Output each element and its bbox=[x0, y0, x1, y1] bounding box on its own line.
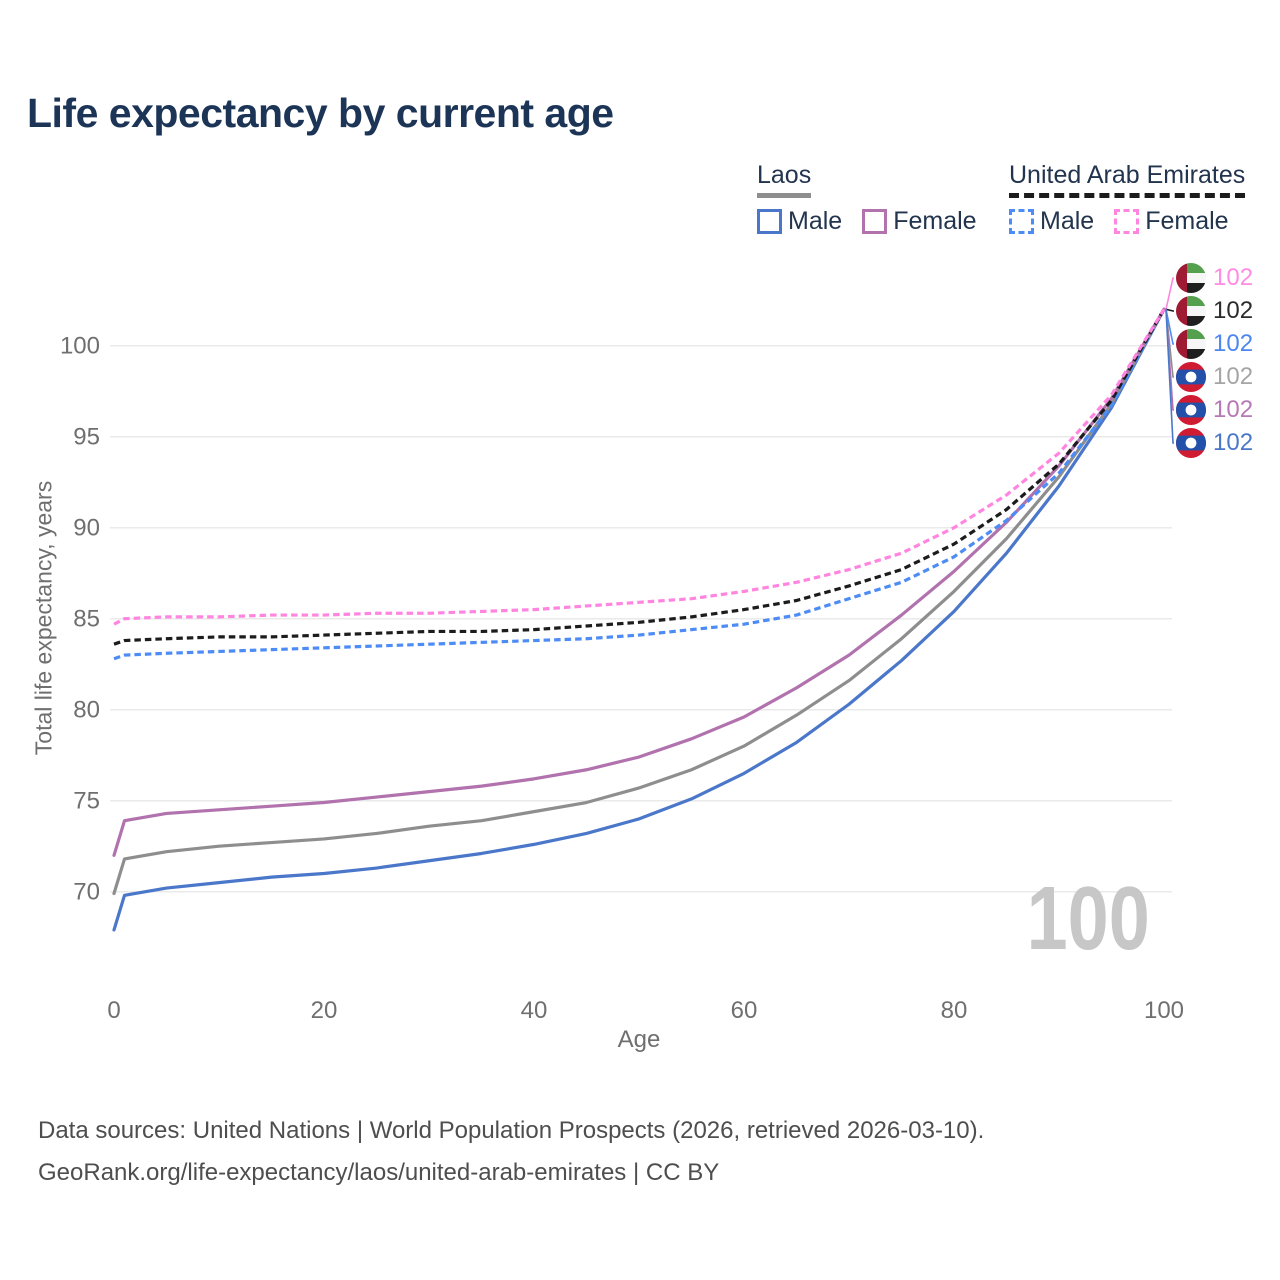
legend-items-laos: Male Female bbox=[757, 207, 977, 236]
end-label-row-uae-both: 102 bbox=[1176, 296, 1253, 326]
legend-group-title-laos[interactable]: Laos bbox=[757, 161, 812, 198]
legend-item-label: Female bbox=[893, 206, 977, 235]
x-tick-label: 60 bbox=[731, 997, 758, 1024]
laos-female-swatch-icon bbox=[862, 208, 888, 234]
series-laos-female-line[interactable] bbox=[112, 307, 1166, 857]
series-uae-male-line[interactable] bbox=[113, 308, 1166, 661]
flag-uae-icon bbox=[1176, 296, 1206, 326]
end-label-row-uae-female: 102 bbox=[1176, 263, 1253, 293]
legend-items-uae: Male Female bbox=[1009, 207, 1245, 236]
end-label-row-laos-female: 102 bbox=[1176, 395, 1253, 425]
x-tick-label: 100 bbox=[1144, 997, 1184, 1024]
flag-laos-icon bbox=[1176, 362, 1206, 392]
legend-item-laos-female[interactable]: Female bbox=[862, 206, 977, 236]
end-label-connector-uae-male bbox=[1165, 309, 1174, 345]
end-label-row-laos-both: 102 bbox=[1176, 362, 1253, 392]
hover-age-watermark: 100 bbox=[1026, 869, 1150, 969]
y-tick-label: 70 bbox=[73, 879, 100, 906]
end-label-value: 102 bbox=[1213, 363, 1254, 390]
end-label-value: 102 bbox=[1213, 396, 1254, 423]
x-tick-label: 20 bbox=[311, 997, 338, 1024]
legend-item-label: Male bbox=[1040, 206, 1095, 235]
flag-laos-icon bbox=[1176, 395, 1206, 425]
flag-uae-icon bbox=[1176, 263, 1206, 293]
y-tick-label: 90 bbox=[73, 515, 100, 542]
legend-item-uae-female[interactable]: Female bbox=[1114, 206, 1229, 236]
legend-group-uae: United Arab Emirates Male Female bbox=[1009, 161, 1246, 236]
y-tick-label: 85 bbox=[73, 606, 100, 633]
x-tick-label: 80 bbox=[941, 997, 968, 1024]
uae-male-swatch-icon bbox=[1009, 208, 1034, 234]
end-label-value: 102 bbox=[1213, 429, 1254, 456]
end-label-value: 102 bbox=[1213, 264, 1254, 291]
y-axis-title: Total life expectancy, years bbox=[30, 480, 57, 756]
x-axis-title: Age bbox=[617, 1026, 661, 1053]
footer-attribution: GeoRank.org/life-expectancy/laos/united-… bbox=[38, 1159, 720, 1186]
x-tick-label: 40 bbox=[521, 997, 548, 1024]
flag-laos-icon bbox=[1176, 428, 1206, 458]
end-label-connector-uae-female bbox=[1165, 277, 1174, 310]
series-laos-male-line[interactable] bbox=[112, 307, 1166, 932]
end-label-connector-uae-both bbox=[1165, 308, 1174, 312]
y-tick-label: 80 bbox=[73, 697, 100, 724]
series-uae-female-line[interactable] bbox=[113, 308, 1166, 626]
page-title: Life expectancy by current age bbox=[27, 90, 614, 136]
legend-item-label: Female bbox=[1145, 206, 1229, 235]
legend-item-label: Male bbox=[788, 206, 843, 235]
flag-uae-icon bbox=[1176, 329, 1206, 359]
legend-item-laos-male[interactable]: Male bbox=[757, 207, 842, 236]
series-laos-both-line[interactable] bbox=[112, 307, 1166, 896]
legend-item-uae-male[interactable]: Male bbox=[1009, 207, 1094, 236]
end-label-row-laos-male: 102 bbox=[1176, 428, 1253, 458]
footer: Data sources: United Nations | World Pop… bbox=[38, 1110, 984, 1194]
end-label-value: 102 bbox=[1213, 297, 1254, 324]
series-uae-both-line[interactable] bbox=[113, 308, 1166, 646]
legend-group-title-uae[interactable]: United Arab Emirates bbox=[1009, 161, 1246, 198]
end-label-row-uae-male: 102 bbox=[1176, 329, 1253, 359]
legend-group-laos: Laos Male Female bbox=[757, 161, 977, 236]
y-tick-label: 75 bbox=[73, 788, 100, 815]
laos-male-swatch-icon bbox=[757, 208, 782, 234]
y-tick-label: 95 bbox=[73, 424, 100, 451]
footer-data-sources: Data sources: United Nations | World Pop… bbox=[38, 1117, 985, 1144]
uae-female-swatch-icon bbox=[1114, 208, 1140, 234]
y-tick-label: 100 bbox=[60, 333, 100, 360]
end-label-value: 102 bbox=[1213, 330, 1254, 357]
x-tick-label: 0 bbox=[107, 997, 120, 1024]
end-label-connector-laos-male bbox=[1165, 309, 1174, 444]
